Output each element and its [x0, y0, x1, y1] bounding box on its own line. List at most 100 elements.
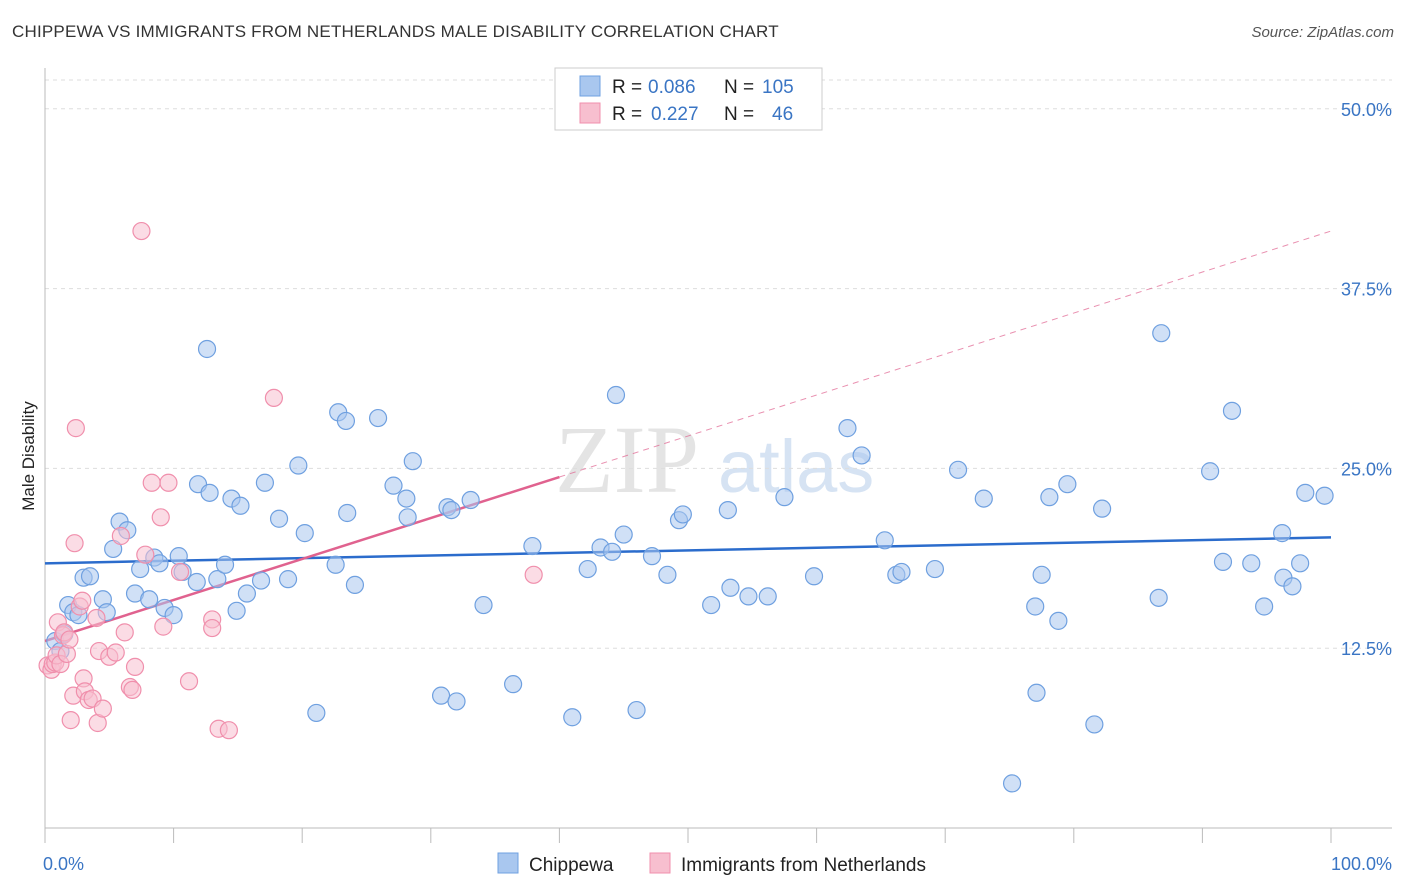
point-chippewa: [187, 572, 206, 592]
point-chippewa: [578, 559, 597, 579]
point-chippewa: [1027, 683, 1046, 702]
point-chippewa: [563, 708, 582, 727]
point-chippewa: [442, 501, 461, 520]
watermark-zip: ZIP: [555, 406, 699, 513]
source-credit: Source: ZipAtlas.com: [1251, 24, 1394, 41]
point-chippewa: [403, 452, 422, 471]
y-axis-title: Male Disability: [19, 401, 38, 511]
point-netherlands: [154, 617, 173, 636]
stats-n-label-chippewa: N =: [724, 77, 754, 98]
point-chippewa: [1273, 524, 1292, 543]
y-tick-label: 50.0%: [1341, 100, 1392, 120]
tick-labels: 12.5% 25.0% 37.5% 50.0% 0.0% 100.0%: [43, 100, 1392, 874]
point-chippewa: [673, 505, 692, 524]
point-netherlands: [123, 680, 142, 700]
stats-r-value-chippewa: 0.086: [648, 77, 696, 98]
point-chippewa: [1242, 554, 1261, 573]
stats-swatch-netherlands: [579, 102, 601, 124]
stats-r-value-netherlands: 0.227: [651, 104, 699, 125]
point-netherlands: [65, 534, 84, 553]
point-chippewa: [523, 536, 542, 556]
point-netherlands: [159, 473, 178, 492]
point-netherlands: [66, 419, 85, 438]
point-chippewa: [702, 595, 721, 615]
point-chippewa: [606, 385, 626, 405]
stats-r-label-chippewa: R =: [612, 77, 642, 98]
point-netherlands: [73, 591, 92, 610]
point-chippewa: [289, 456, 308, 475]
axes: [44, 68, 1392, 843]
point-chippewa: [925, 559, 945, 579]
point-chippewa: [504, 675, 523, 694]
point-chippewa: [892, 562, 911, 582]
y-tick-label: 37.5%: [1341, 280, 1392, 300]
point-chippewa: [140, 590, 159, 609]
point-chippewa: [1222, 401, 1242, 420]
point-netherlands: [61, 711, 80, 730]
point-netherlands: [125, 657, 145, 676]
point-chippewa: [603, 542, 622, 561]
stats-box: R = 0.086 N = 105 R = 0.227 N = 46: [554, 67, 823, 131]
point-netherlands: [203, 618, 222, 638]
point-chippewa: [197, 339, 217, 359]
point-netherlands: [132, 221, 151, 241]
trend-line-chippewa: [44, 536, 1332, 565]
point-chippewa: [1026, 597, 1045, 616]
point-chippewa: [1085, 715, 1104, 734]
data-points: [38, 221, 1334, 793]
point-chippewa: [1315, 486, 1334, 505]
y-tick-label: 25.0%: [1341, 459, 1392, 479]
trend-line-netherlands: [44, 475, 560, 643]
point-netherlands: [115, 623, 134, 642]
point-chippewa: [627, 700, 646, 720]
watermark-atlas: atlas: [718, 425, 874, 508]
stats-r-label-netherlands: R =: [612, 104, 642, 125]
point-chippewa: [1149, 588, 1168, 607]
point-chippewa: [718, 501, 737, 520]
point-netherlands: [151, 508, 170, 527]
point-chippewa: [431, 686, 451, 705]
point-chippewa: [875, 531, 894, 550]
point-chippewa: [1058, 475, 1077, 494]
legend-label-netherlands: Immigrants from Netherlands: [681, 855, 926, 876]
point-chippewa: [1255, 597, 1274, 616]
legend-swatch-chippewa: [497, 852, 519, 874]
point-netherlands: [142, 473, 161, 492]
trend-line-extension: [559, 230, 1332, 478]
point-chippewa: [1002, 774, 1022, 793]
point-netherlands: [93, 699, 112, 718]
point-netherlands: [219, 721, 238, 740]
point-netherlands: [87, 608, 106, 628]
point-chippewa: [1092, 499, 1112, 518]
point-chippewa: [227, 601, 246, 620]
stats-n-label-netherlands: N =: [724, 104, 754, 125]
trend-lines: [44, 230, 1332, 643]
point-chippewa: [838, 419, 857, 438]
point-chippewa: [169, 547, 188, 566]
stats-n-value-chippewa: 105: [762, 77, 794, 98]
point-chippewa: [295, 524, 314, 543]
point-chippewa: [251, 571, 271, 590]
point-netherlands: [524, 565, 543, 584]
point-chippewa: [461, 490, 480, 510]
point-chippewa: [739, 587, 758, 606]
point-chippewa: [278, 570, 298, 589]
point-chippewa: [1049, 611, 1068, 630]
point-chippewa: [948, 460, 968, 479]
point-chippewa: [336, 411, 356, 431]
point-chippewa: [1283, 577, 1302, 596]
x-tick-label: 0.0%: [43, 854, 84, 874]
legend: Chippewa Immigrants from Netherlands: [497, 852, 926, 876]
point-chippewa: [1201, 462, 1220, 481]
point-netherlands: [106, 643, 125, 662]
point-chippewa: [307, 703, 326, 723]
point-chippewa: [1291, 554, 1310, 573]
point-chippewa: [326, 555, 345, 574]
point-chippewa: [384, 476, 403, 495]
point-chippewa: [447, 692, 466, 711]
point-netherlands: [264, 388, 284, 407]
gridlines: [45, 79, 1392, 649]
point-chippewa: [338, 503, 357, 523]
point-chippewa: [269, 509, 289, 528]
